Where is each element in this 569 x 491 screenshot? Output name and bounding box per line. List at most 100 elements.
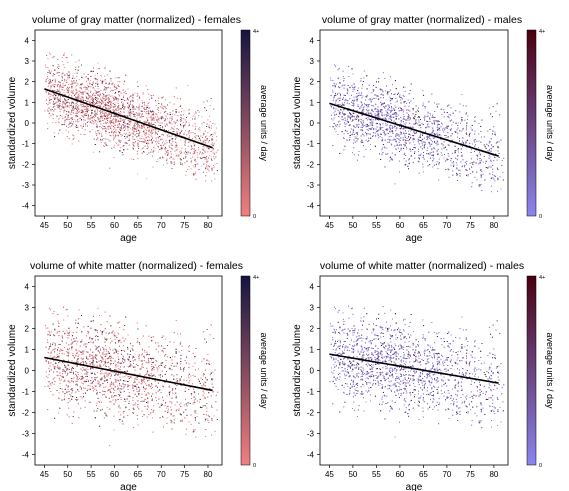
scatter-point <box>206 135 208 137</box>
scatter-point <box>131 132 133 134</box>
scatter-point <box>102 119 104 121</box>
scatter-point <box>155 132 157 134</box>
scatter-point <box>69 126 71 128</box>
scatter-point <box>151 124 153 126</box>
scatter-point <box>72 91 74 93</box>
scatter-point <box>72 112 74 114</box>
scatter-point <box>132 104 133 106</box>
scatter-point <box>148 111 150 113</box>
scatter-point <box>115 98 117 100</box>
scatter-point <box>105 92 106 93</box>
scatter-point <box>102 103 104 105</box>
scatter-point <box>64 121 66 123</box>
scatter-point <box>100 112 102 113</box>
scatter-point <box>194 129 196 130</box>
scatter-point <box>211 168 213 170</box>
scatter-point <box>70 117 72 119</box>
scatter-point <box>81 126 83 128</box>
scatter-point <box>179 162 181 164</box>
scatter-point <box>101 99 103 101</box>
scatter-point <box>184 142 186 144</box>
scatter-point <box>115 129 117 131</box>
scatter-point <box>55 91 57 93</box>
scatter-point <box>211 167 213 169</box>
scatter-point <box>107 105 108 107</box>
x-tick-label: 70 <box>157 221 166 230</box>
scatter-point <box>211 127 212 129</box>
scatter-point <box>216 170 218 172</box>
scatter-point <box>194 152 196 154</box>
scatter-point <box>72 102 74 104</box>
scatter-point <box>120 150 121 152</box>
scatter-point <box>179 134 180 136</box>
scatter-point <box>95 107 97 109</box>
scatter-point <box>159 149 161 151</box>
scatter-point <box>47 122 49 124</box>
scatter-point <box>115 110 117 111</box>
scatter-point <box>203 141 205 143</box>
scatter-point <box>145 85 147 87</box>
scatter-point <box>204 157 206 159</box>
scatter-point <box>59 111 61 112</box>
scatter-point <box>76 111 78 113</box>
scatter-point <box>110 121 112 123</box>
scatter-point <box>160 106 162 108</box>
scatter-point <box>93 138 95 140</box>
scatter-point <box>108 112 110 114</box>
scatter-point <box>158 110 159 112</box>
scatter-point <box>81 92 83 94</box>
scatter-point <box>145 125 147 126</box>
scatter-point <box>93 67 94 69</box>
scatter-point <box>201 157 203 159</box>
scatter-point <box>151 129 152 131</box>
scatter-point <box>82 96 83 98</box>
scatter-point <box>206 157 207 159</box>
scatter-point <box>83 87 85 89</box>
scatter-point <box>92 104 94 106</box>
scatter-point <box>85 105 87 107</box>
scatter-point <box>164 118 166 119</box>
scatter-point <box>165 99 166 101</box>
scatter-point <box>104 142 106 144</box>
scatter-point <box>114 131 116 133</box>
scatter-point <box>65 129 67 131</box>
scatter-point <box>86 92 88 94</box>
scatter-point <box>124 137 126 139</box>
scatter-point <box>78 96 79 98</box>
scatter-point <box>211 125 212 127</box>
scatter-point <box>159 122 161 124</box>
scatter-point <box>82 103 84 105</box>
scatter-point <box>104 116 106 117</box>
scatter-point <box>164 123 166 125</box>
scatter-point <box>169 135 171 137</box>
scatter-point <box>64 100 66 102</box>
scatter-point <box>137 107 139 109</box>
scatter-point <box>117 124 119 126</box>
scatter-point <box>213 144 215 146</box>
scatter-point <box>84 134 86 136</box>
scatter-point <box>83 116 85 118</box>
scatter-point <box>84 86 86 88</box>
scatter-point <box>96 103 98 105</box>
scatter-point <box>52 89 54 91</box>
scatter-point <box>109 108 111 110</box>
scatter-point <box>188 130 190 132</box>
scatter-point <box>159 136 161 138</box>
scatter-point <box>206 167 208 169</box>
scatter-point <box>193 142 195 144</box>
scatter-point <box>92 103 94 105</box>
scatter-point <box>44 110 46 112</box>
scatter-point <box>114 96 116 98</box>
scatter-point <box>94 113 96 115</box>
scatter-point <box>133 133 134 135</box>
scatter-point <box>130 101 131 103</box>
scatter-point <box>176 136 178 138</box>
scatter-point <box>136 118 138 120</box>
scatter-point <box>94 120 96 122</box>
scatter-point <box>134 122 136 124</box>
y-tick-label: -3 <box>22 181 30 190</box>
scatter-point <box>121 98 122 100</box>
scatter-point <box>97 88 99 90</box>
scatter-point <box>81 64 82 66</box>
scatter-point <box>205 136 207 138</box>
